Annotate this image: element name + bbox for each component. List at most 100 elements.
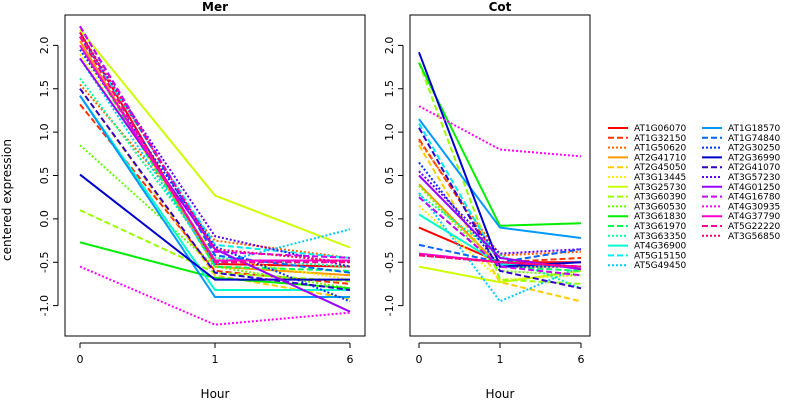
legend-item: AT3G60390 [608,193,687,203]
legend-item: AT1G18570 [702,124,781,134]
legend-item: AT2G36990 [702,153,781,163]
legend-item: AT3G61830 [608,212,687,222]
y-tick-label: 1.0 [38,123,51,141]
legend-label: AT5G15150 [634,251,687,261]
x-tick-label: 6 [578,353,585,366]
legend-item: AT1G74840 [702,134,781,144]
y-tick-label: -0.5 [38,252,51,273]
legend-item: AT4G36900 [608,242,687,252]
series-line-AT4G01250 [79,57,351,313]
series-line-AT3G57230 [418,170,582,255]
legend-label: AT5G49450 [634,261,687,271]
legend-label: AT3G60530 [634,202,687,212]
panels: Mer -1.0 -0.5 0.0 0.5 1.0 1.5 2.0 0 1 6 Hour Cot -1.0… [38,0,591,400]
legend-item: AT2G45050 [608,163,687,173]
legend-label: AT4G30935 [728,202,780,212]
y-axis-label: centered expression [0,139,14,261]
series-line-AT5G15150 [79,36,351,259]
legend-item: AT3G63350 [608,232,687,242]
x-axis-label: Hour [201,387,230,400]
legend-item: AT1G06070 [608,124,687,134]
legend-item: AT3G61970 [608,222,687,232]
plot-frame [409,14,591,337]
legend-item: AT1G50620 [608,144,687,154]
x-tick-label: 0 [77,353,84,366]
panel-1: Cot -1.0 -0.5 0.0 0.5 1.0 1.5 2.0 0 1 6 Hour [383,0,591,400]
series-line-AT3G25730 [418,265,582,284]
series-line-AT3G61830 [418,62,582,227]
legend-item: AT5G49450 [608,261,687,271]
series-line-AT3G56850 [79,31,351,264]
legend-label: AT1G18570 [728,124,781,134]
y-tick-label: 2.0 [38,37,51,55]
legend-label: AT1G06070 [634,124,687,134]
legend-item: AT5G15150 [608,251,687,261]
legend: AT1G06070AT1G32150AT1G50620AT2G41710AT2G… [608,124,781,271]
series-line-AT5G22220 [79,36,350,264]
legend-item: AT3G13445 [608,173,686,183]
legend-item: AT3G56850 [702,232,781,242]
legend-label: AT3G56850 [728,232,781,242]
legend-label: AT1G32150 [634,134,687,144]
legend-label: AT2G41710 [634,153,687,163]
legend-label: AT3G57230 [728,173,781,183]
series-line-AT4G16780 [79,25,351,259]
legend-label: AT3G63350 [634,232,687,242]
x-tick-label: 1 [497,353,504,366]
y-tick-label: -1.0 [38,295,51,316]
legend-label: AT4G01250 [728,183,781,193]
plot-frame [64,14,366,337]
series-line-AT4G30935 [79,265,351,326]
legend-item: AT2G41710 [608,153,687,163]
legend-item: AT4G16780 [702,193,781,203]
series-line-AT2G36990 [79,173,350,281]
y-tick-label: 1.5 [383,80,396,98]
legend-label: AT3G61970 [634,222,687,232]
legend-label: AT2G30250 [728,144,781,154]
legend-label: AT5G22220 [728,222,781,232]
legend-item: AT1G32150 [608,134,687,144]
panel-0: Mer -1.0 -0.5 0.0 0.5 1.0 1.5 2.0 0 1 6 Hour [38,0,366,400]
panel-title: Mer [202,0,228,14]
series-line-AT1G74840 [79,25,351,274]
legend-label: AT1G50620 [634,144,687,154]
series-line-AT3G63350 [79,77,351,268]
series-line-AT3G25730 [79,29,351,249]
series-line-AT3G61970 [79,44,351,272]
legend-label: AT4G36900 [634,242,687,252]
x-tick-label: 1 [212,353,219,366]
legend-item: AT5G22220 [702,222,781,232]
series-line-AT2G30250 [418,161,581,268]
legend-item: AT4G01250 [702,183,781,193]
series-line-AT3G60390 [418,62,582,285]
panel-title: Cot [489,0,512,14]
series-line-AT1G18570 [79,95,350,298]
series-line-AT2G41070 [418,127,582,290]
series-line-AT3G56850 [418,254,582,268]
legend-label: AT3G61830 [634,212,687,222]
legend-label: AT1G74840 [728,134,781,144]
series-line-AT5G49450 [418,192,582,303]
legend-item: AT3G57230 [702,173,781,183]
legend-label: AT3G60390 [634,193,687,203]
legend-label: AT2G41070 [728,163,781,173]
x-axis-label: Hour [486,387,515,400]
series-line-AT2G41710 [79,40,351,277]
y-tick-label: 0.5 [38,167,51,185]
series-line-AT1G18570 [418,118,582,239]
y-tick-label: 1.0 [383,123,396,141]
legend-item: AT3G25730 [608,183,687,193]
legend-item: AT3G60530 [608,202,687,212]
y-tick-label: 0.0 [383,210,396,228]
legend-item: AT4G37790 [702,212,781,222]
legend-item: AT4G30935 [702,202,780,212]
y-tick-label: -1.0 [383,295,396,316]
y-tick-label: 0.5 [383,167,396,185]
legend-label: AT2G36990 [728,153,781,163]
series-line-AT2G41070 [79,88,351,291]
series-line-AT2G36990 [418,51,582,268]
legend-label: AT3G25730 [634,183,687,193]
legend-item: AT2G30250 [702,144,781,154]
series-line-AT1G74840 [418,243,582,264]
